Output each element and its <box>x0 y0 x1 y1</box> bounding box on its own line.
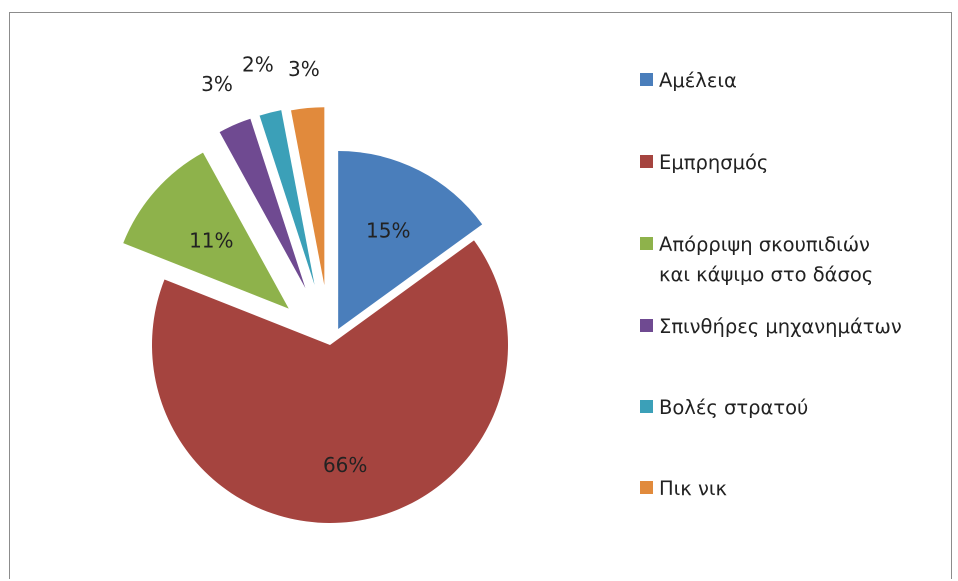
legend-item-army: Βολές στρατού <box>640 393 808 423</box>
legend-swatch-garbage <box>640 237 653 250</box>
legend-label-garbage-line2: και κάψιμο στο δάσος <box>659 263 874 286</box>
legend-label-garbage: Απόρριψη σκουπιδιών και κάψιμο στο δάσος <box>659 230 873 290</box>
pie-label-amelia: 15% <box>366 219 410 243</box>
legend-label-army: Βολές στρατού <box>659 396 809 419</box>
pie-slice-arson <box>152 240 508 524</box>
pie-label-army: 2% <box>242 52 274 76</box>
pie-slice-sparks <box>219 118 306 289</box>
pie-slice-garbage <box>123 152 289 309</box>
pie-slice-picnic <box>290 107 325 286</box>
legend-item-picnic: Πικ νικ <box>640 474 727 504</box>
pie-slice-amelia <box>338 150 483 329</box>
legend-swatch-army <box>640 400 653 413</box>
legend-swatch-sparks <box>640 319 653 332</box>
pie-label-arson: 66% <box>323 453 367 477</box>
pie-slice-army <box>259 110 315 285</box>
legend-item-garbage: Απόρριψη σκουπιδιών και κάψιμο στο δάσος <box>640 230 873 290</box>
legend-label-garbage-line1: Απόρριψη σκουπιδιών <box>659 233 870 256</box>
legend-item-sparks: Σπινθήρες μηχανημάτων <box>640 312 902 342</box>
legend-item-arson: Εμπρησμός <box>640 148 768 178</box>
legend-swatch-amelia <box>640 73 653 86</box>
legend-swatch-picnic <box>640 481 653 494</box>
legend-item-amelia: Αμέλεια <box>640 66 737 96</box>
legend-label-amelia: Αμέλεια <box>659 69 737 92</box>
legend-swatch-arson <box>640 155 653 168</box>
pie-label-picnic: 3% <box>288 57 320 81</box>
pie-label-garbage: 11% <box>189 228 233 252</box>
legend-label-picnic: Πικ νικ <box>659 477 727 500</box>
pie-label-sparks: 3% <box>201 72 233 96</box>
legend-label-sparks: Σπινθήρες μηχανημάτων <box>659 315 902 338</box>
legend-label-arson: Εμπρησμός <box>659 151 769 174</box>
